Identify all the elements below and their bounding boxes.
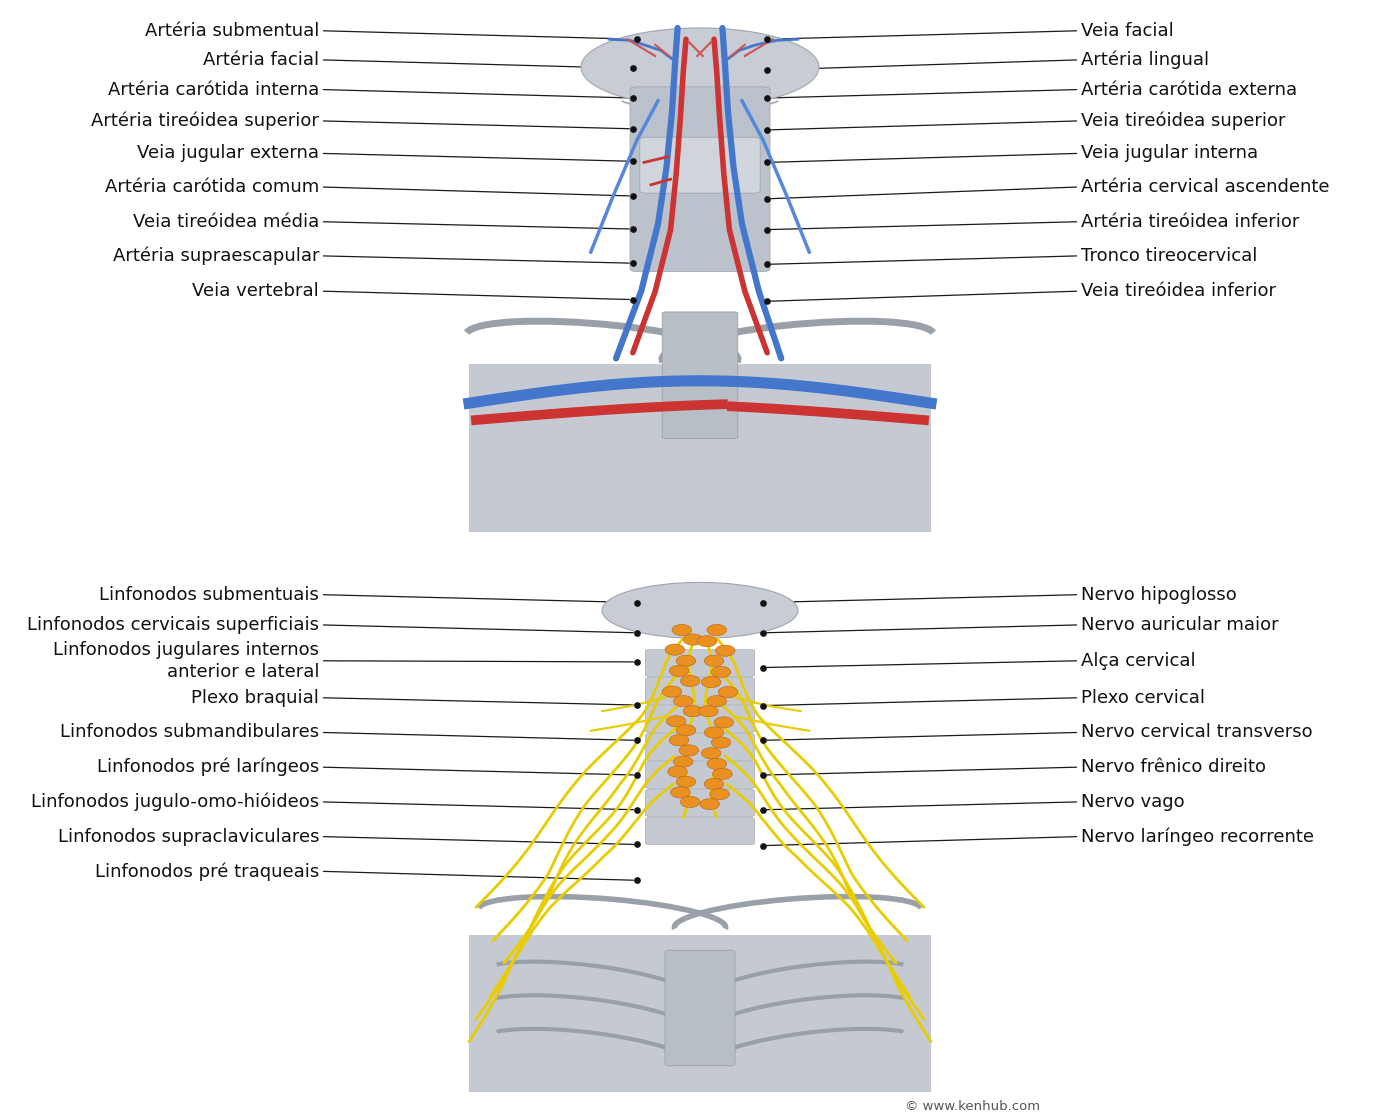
Ellipse shape [676, 776, 696, 787]
Ellipse shape [700, 799, 720, 810]
Ellipse shape [680, 675, 700, 687]
Text: Veia vertebral: Veia vertebral [192, 282, 319, 300]
Text: Linfonodos submentuais: Linfonodos submentuais [99, 586, 319, 604]
Ellipse shape [666, 716, 686, 727]
Text: Plexo braquial: Plexo braquial [192, 689, 319, 707]
Ellipse shape [699, 706, 718, 717]
Ellipse shape [704, 655, 724, 666]
Ellipse shape [715, 645, 735, 656]
Text: Artéria submentual: Artéria submentual [144, 21, 319, 40]
FancyBboxPatch shape [645, 678, 755, 704]
Ellipse shape [707, 625, 727, 636]
Text: Veia jugular interna: Veia jugular interna [1081, 144, 1259, 162]
Ellipse shape [581, 28, 819, 106]
Text: Veia tireóidea inferior: Veia tireóidea inferior [1081, 282, 1275, 300]
Ellipse shape [671, 786, 690, 799]
Ellipse shape [711, 737, 731, 748]
Ellipse shape [665, 644, 685, 655]
FancyBboxPatch shape [645, 818, 755, 844]
FancyBboxPatch shape [645, 650, 755, 676]
Ellipse shape [672, 625, 692, 636]
Ellipse shape [704, 778, 724, 790]
Ellipse shape [676, 725, 696, 736]
FancyBboxPatch shape [645, 790, 755, 816]
Text: Tronco tireocervical: Tronco tireocervical [1081, 246, 1257, 265]
Text: Artéria facial: Artéria facial [203, 50, 319, 69]
Text: Linfonodos jugulo-omo-hióideos: Linfonodos jugulo-omo-hióideos [31, 793, 319, 811]
Ellipse shape [668, 766, 687, 777]
Text: Linfonodos supraclaviculares: Linfonodos supraclaviculares [57, 828, 319, 846]
FancyBboxPatch shape [462, 17, 938, 543]
Text: Veia facial: Veia facial [1081, 21, 1173, 40]
Text: Artéria carótida interna: Artéria carótida interna [108, 81, 319, 99]
Ellipse shape [673, 696, 693, 707]
FancyBboxPatch shape [645, 706, 755, 732]
Text: Nervo vago: Nervo vago [1081, 793, 1184, 811]
Ellipse shape [673, 756, 693, 767]
FancyBboxPatch shape [645, 734, 755, 760]
FancyBboxPatch shape [469, 935, 931, 1092]
Text: Plexo cervical: Plexo cervical [1081, 689, 1205, 707]
Text: Nervo laríngeo recorrente: Nervo laríngeo recorrente [1081, 828, 1313, 846]
Text: Veia tireóidea superior: Veia tireóidea superior [1081, 112, 1285, 130]
Ellipse shape [704, 727, 724, 738]
FancyBboxPatch shape [469, 364, 931, 532]
Text: Linfonodos pré traqueais: Linfonodos pré traqueais [95, 862, 319, 880]
FancyBboxPatch shape [630, 87, 770, 271]
Ellipse shape [711, 666, 731, 678]
Ellipse shape [713, 768, 732, 780]
Text: © www.kenhub.com: © www.kenhub.com [906, 1100, 1040, 1113]
Text: Veia tireóidea média: Veia tireóidea média [133, 213, 319, 231]
FancyBboxPatch shape [645, 762, 755, 788]
Ellipse shape [679, 745, 699, 756]
Text: Artéria carótida externa: Artéria carótida externa [1081, 81, 1296, 99]
Ellipse shape [701, 676, 721, 688]
Text: Linfonodos pré laríngeos: Linfonodos pré laríngeos [97, 758, 319, 776]
Ellipse shape [662, 685, 682, 697]
Ellipse shape [697, 636, 717, 647]
Text: Artéria supraescapular: Artéria supraescapular [112, 246, 319, 265]
Ellipse shape [710, 788, 729, 800]
Ellipse shape [718, 687, 738, 698]
FancyBboxPatch shape [662, 311, 738, 439]
Text: Alça cervical: Alça cervical [1081, 652, 1196, 670]
Text: Linfonodos cervicais superficiais: Linfonodos cervicais superficiais [27, 616, 319, 634]
Text: Linfonodos jugulares internos
anterior e lateral: Linfonodos jugulares internos anterior e… [53, 641, 319, 681]
Ellipse shape [683, 706, 703, 717]
Text: Nervo auricular maior: Nervo auricular maior [1081, 616, 1278, 634]
Text: Artéria tireóidea superior: Artéria tireóidea superior [91, 112, 319, 130]
Text: Artéria cervical ascendente: Artéria cervical ascendente [1081, 178, 1330, 196]
Ellipse shape [676, 655, 696, 666]
Text: Linfonodos submandibulares: Linfonodos submandibulares [60, 724, 319, 741]
FancyBboxPatch shape [640, 138, 760, 194]
Ellipse shape [669, 735, 689, 746]
Text: Nervo hipoglosso: Nervo hipoglosso [1081, 586, 1236, 604]
Text: Nervo cervical transverso: Nervo cervical transverso [1081, 724, 1312, 741]
Text: Artéria carótida comum: Artéria carótida comum [105, 178, 319, 196]
Ellipse shape [602, 582, 798, 638]
Ellipse shape [707, 758, 727, 769]
Ellipse shape [683, 634, 703, 645]
Text: Artéria tireóidea inferior: Artéria tireóidea inferior [1081, 213, 1299, 231]
Ellipse shape [680, 796, 700, 808]
Text: KEN
HUB: KEN HUB [1236, 1060, 1273, 1091]
Text: Nervo frênico direito: Nervo frênico direito [1081, 758, 1266, 776]
Ellipse shape [669, 665, 689, 676]
Ellipse shape [701, 748, 721, 759]
Text: Artéria lingual: Artéria lingual [1081, 50, 1210, 69]
Ellipse shape [714, 717, 734, 728]
FancyBboxPatch shape [665, 950, 735, 1066]
Text: Veia jugular externa: Veia jugular externa [137, 144, 319, 162]
Ellipse shape [707, 696, 727, 707]
FancyBboxPatch shape [462, 588, 938, 1103]
